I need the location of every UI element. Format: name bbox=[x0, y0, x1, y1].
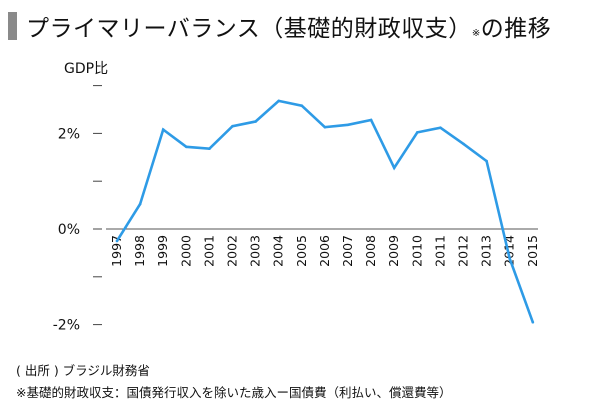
y-axis-label: GDP比 bbox=[64, 61, 109, 77]
x-tick-label: 2000 bbox=[178, 235, 193, 267]
data-point bbox=[277, 99, 281, 103]
data-point bbox=[531, 320, 535, 324]
data-point bbox=[208, 147, 211, 150]
x-tick-label: 2002 bbox=[225, 235, 240, 267]
x-tick-label: 1998 bbox=[132, 235, 147, 267]
x-tick-label: 1999 bbox=[155, 235, 170, 267]
x-tick-label: 2015 bbox=[525, 235, 540, 267]
x-tick-label: 2004 bbox=[271, 235, 286, 267]
title-note-mark: ※ bbox=[471, 28, 481, 39]
data-point bbox=[346, 123, 350, 127]
x-tick-label: 2008 bbox=[363, 235, 378, 267]
title-suffix: の推移 bbox=[480, 16, 552, 42]
x-tick-label: 2009 bbox=[386, 235, 401, 267]
data-point bbox=[185, 145, 188, 149]
series-line bbox=[115, 99, 535, 324]
data-point bbox=[416, 131, 419, 134]
data-point bbox=[392, 166, 396, 170]
data-point bbox=[439, 126, 442, 129]
data-point bbox=[369, 118, 373, 122]
data-point bbox=[231, 124, 234, 128]
data-point bbox=[254, 120, 257, 123]
source-note: ( 出所 ) ブラジル財務省 bbox=[16, 363, 150, 378]
x-tick-label: 2006 bbox=[317, 235, 332, 267]
data-point bbox=[138, 202, 142, 206]
x-tick-label: 1997 bbox=[109, 235, 124, 267]
x-tick-label: 2010 bbox=[409, 235, 424, 267]
y-tick-label: -2% bbox=[53, 318, 80, 334]
y-tick-label: 2% bbox=[58, 126, 80, 142]
x-tick-label: 2001 bbox=[201, 235, 216, 267]
data-point bbox=[115, 239, 119, 243]
title-accent-bar bbox=[8, 12, 17, 40]
data-point bbox=[508, 257, 512, 260]
data-point bbox=[485, 159, 488, 163]
y-tick-label: 0% bbox=[58, 222, 80, 238]
footnote: ※基礎的財政収支：国債発行収入を除いた歳入ー国債費（利払い、償還費等） bbox=[16, 385, 452, 400]
data-point bbox=[161, 128, 165, 131]
x-tick-label: 2012 bbox=[456, 235, 471, 267]
x-tick-label: 2003 bbox=[248, 235, 263, 267]
data-point bbox=[323, 125, 327, 129]
title-main: プライマリーバランス（基礎的財政収支） bbox=[26, 16, 472, 42]
x-tick-label: 2011 bbox=[432, 235, 447, 267]
x-tick-label: 2013 bbox=[479, 235, 494, 267]
x-tick-label: 2007 bbox=[340, 235, 355, 267]
x-tick-label: 2005 bbox=[294, 235, 309, 267]
chart-title: プライマリーバランス（基礎的財政収支）※の推移 bbox=[26, 9, 551, 43]
data-point bbox=[462, 142, 465, 146]
data-point bbox=[300, 104, 304, 107]
